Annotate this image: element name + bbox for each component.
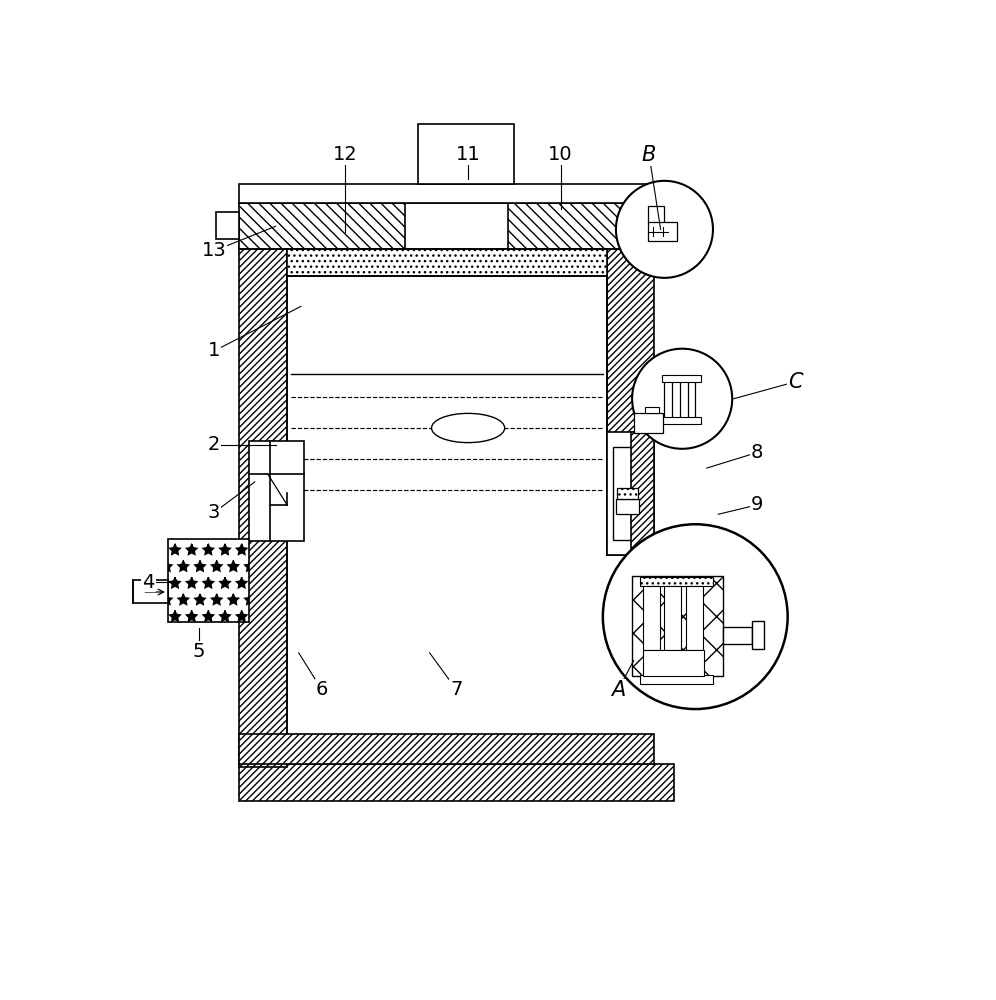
Bar [686,586,703,650]
Text: 7: 7 [450,680,463,699]
Bar [239,232,287,767]
Bar [607,232,654,555]
Bar [167,539,249,622]
Text: 9: 9 [751,495,763,514]
Text: 12: 12 [333,145,358,164]
Bar [631,432,654,555]
Bar [664,586,681,650]
Bar [617,488,638,499]
Text: 6: 6 [316,680,328,699]
Text: C: C [788,372,803,392]
Bar [216,212,239,239]
Bar [639,675,713,684]
Bar [613,447,648,540]
Text: 8: 8 [751,443,763,462]
Bar [639,577,713,586]
Ellipse shape [431,413,505,443]
Text: 1: 1 [208,342,220,360]
Bar [239,184,654,203]
Bar [418,124,514,184]
Bar [752,621,764,649]
Text: 11: 11 [456,145,480,164]
Circle shape [632,349,732,449]
Bar [723,627,752,644]
Bar [133,580,167,603]
Bar [645,407,659,413]
Bar [607,432,654,555]
Bar [642,650,704,676]
Bar [249,441,304,541]
Bar [662,375,700,382]
Bar [287,249,607,276]
Text: 5: 5 [192,642,205,661]
Bar [239,734,654,764]
Text: 3: 3 [208,503,220,522]
Bar [662,417,700,424]
Bar [632,576,723,676]
Text: 4: 4 [142,572,154,591]
Bar [633,413,663,433]
Bar [616,499,639,514]
Text: A: A [612,680,625,700]
Text: B: B [641,145,656,165]
Text: 2: 2 [208,435,220,454]
Circle shape [603,524,788,709]
Bar [239,203,405,249]
Text: 10: 10 [548,145,573,164]
Bar [239,764,674,801]
Bar [647,206,664,223]
Bar [647,222,676,241]
Bar [508,203,654,249]
Bar [642,586,659,650]
Text: 13: 13 [201,241,226,260]
Circle shape [616,181,713,278]
